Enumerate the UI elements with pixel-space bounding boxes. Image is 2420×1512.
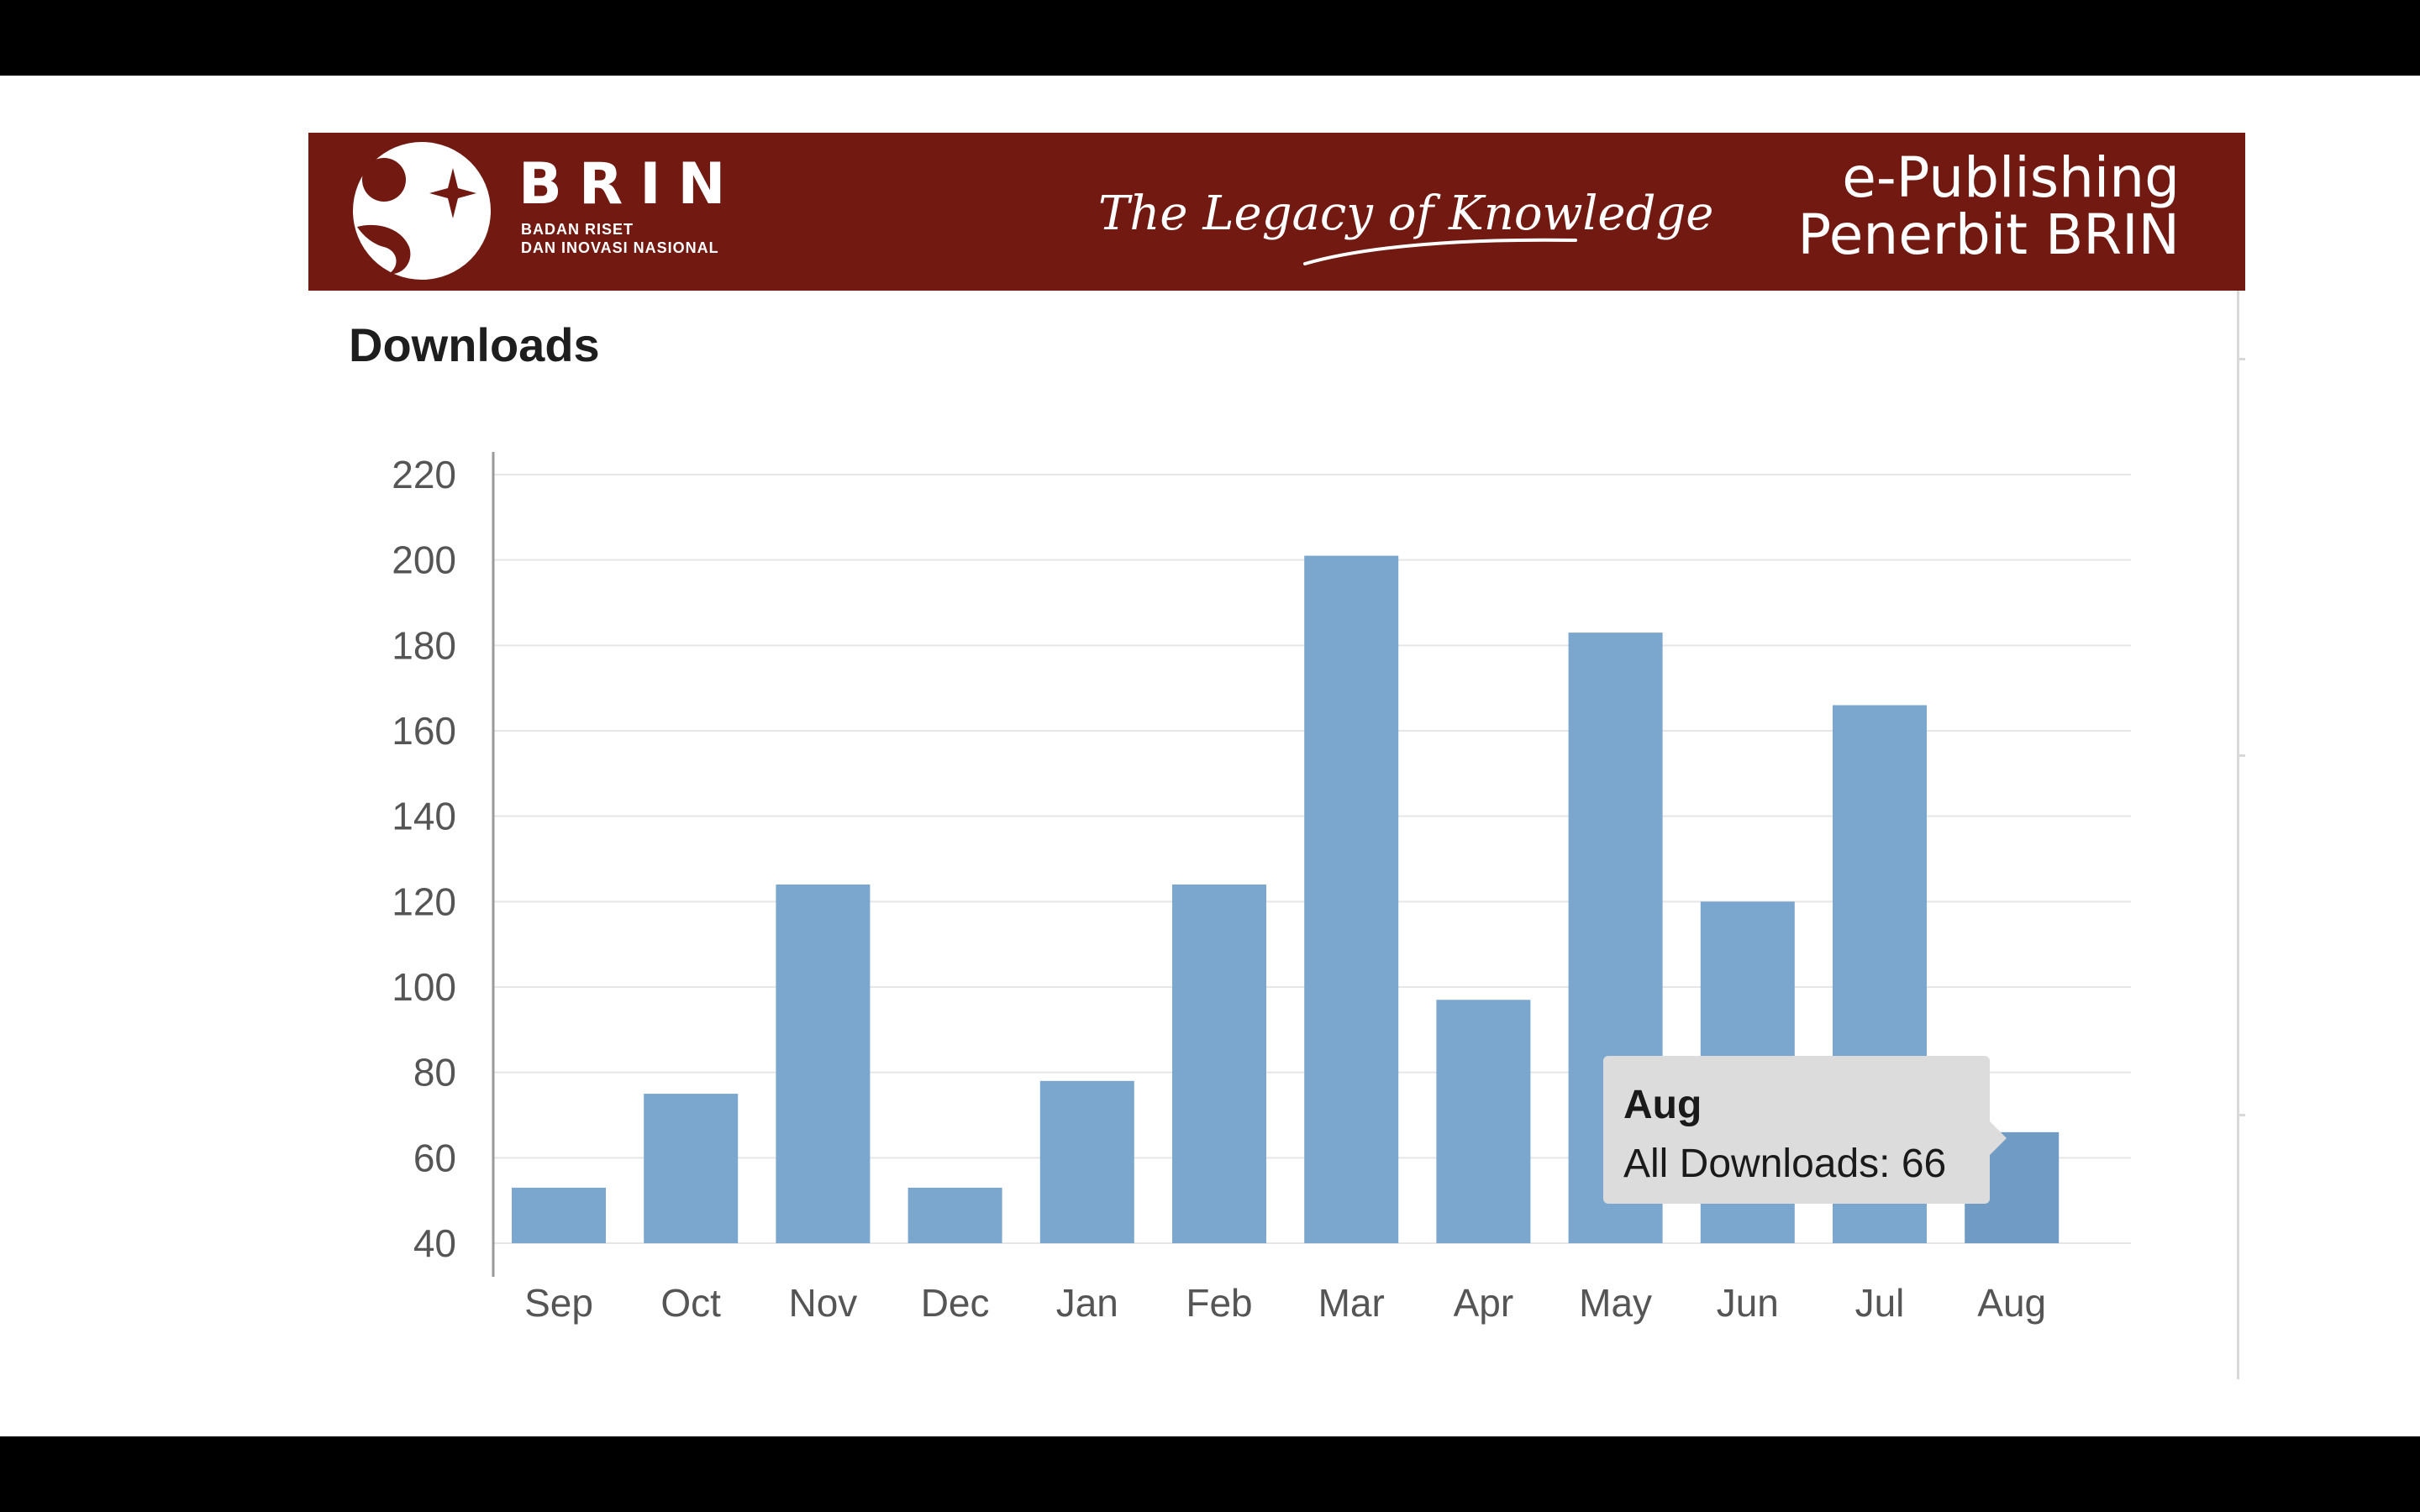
bottom-letterbox-bar: [0, 1436, 2420, 1512]
top-letterbox-bar: [0, 0, 2420, 76]
bar: [512, 1187, 606, 1243]
panel-border-tick: [2237, 1114, 2245, 1116]
x-tick-label: Feb: [1186, 1281, 1252, 1325]
y-tick-label: 40: [413, 1221, 456, 1265]
panel-right-border: [2237, 291, 2239, 1379]
bar: [1172, 885, 1266, 1243]
logo-wordmark: BRIN: [518, 151, 743, 218]
x-tick-label: Dec: [921, 1281, 990, 1325]
tooltip-value: 66: [1901, 1142, 1947, 1186]
x-tick-label: Oct: [660, 1281, 721, 1325]
panel-border-tick: [2237, 358, 2245, 360]
brin-logo-icon: [353, 142, 491, 280]
y-tick-label: 220: [392, 453, 456, 496]
y-tick-label: 80: [413, 1051, 456, 1095]
brand-line-1: e-Publishing: [1842, 145, 2180, 210]
tooltip-label: All Downloads: [1623, 1142, 1880, 1186]
tooltip-value-line: All Downloads: 66: [1623, 1142, 1947, 1186]
y-tick-label: 180: [392, 623, 456, 667]
y-tick-label: 100: [392, 965, 456, 1009]
y-tick-label: 120: [392, 879, 456, 923]
y-tick-label: 200: [392, 538, 456, 582]
bar: [1039, 1080, 1134, 1243]
bar: [776, 885, 871, 1243]
panel-border-tick: [2237, 754, 2245, 757]
tooltip-title: Aug: [1623, 1083, 1702, 1127]
x-tick-label: Jul: [1855, 1281, 1905, 1325]
y-tick-label: 160: [392, 709, 456, 753]
x-tick-label: Mar: [1318, 1281, 1385, 1325]
bar: [644, 1094, 739, 1243]
header-banner: BRIN BADAN RISET DAN INOVASI NASIONAL Th…: [308, 133, 2245, 291]
section-title: Downloads: [349, 318, 600, 371]
y-tick-label: 60: [413, 1136, 456, 1179]
y-tick-label: 140: [392, 795, 456, 838]
bar: [908, 1187, 1002, 1243]
x-tick-label: Nov: [788, 1281, 857, 1325]
x-tick-label: May: [1579, 1281, 1652, 1325]
bar: [1436, 1000, 1531, 1243]
tagline-swoosh-icon: [1303, 238, 1577, 265]
brand-title: e-Publishing Penerbit BRIN: [1797, 150, 2180, 264]
chart-tooltip: Aug All Downloads: 66: [1603, 1056, 2007, 1204]
tagline: The Legacy of Knowledge: [1098, 186, 1714, 241]
logo-subtitle-line-1: BADAN RISET: [521, 221, 634, 238]
x-tick-label: Jun: [1717, 1281, 1779, 1325]
x-tick-label: Sep: [524, 1281, 593, 1325]
x-tick-label: Apr: [1454, 1281, 1514, 1325]
logo-subtitle: BADAN RISET DAN INOVASI NASIONAL: [521, 220, 773, 257]
x-tick-label: Aug: [1977, 1281, 2046, 1325]
logo-subtitle-line-2: DAN INOVASI NASIONAL: [521, 239, 719, 256]
x-tick-label: Jan: [1056, 1281, 1118, 1325]
brand-line-2: Penerbit BRIN: [1797, 202, 2180, 267]
bar: [1304, 555, 1399, 1243]
